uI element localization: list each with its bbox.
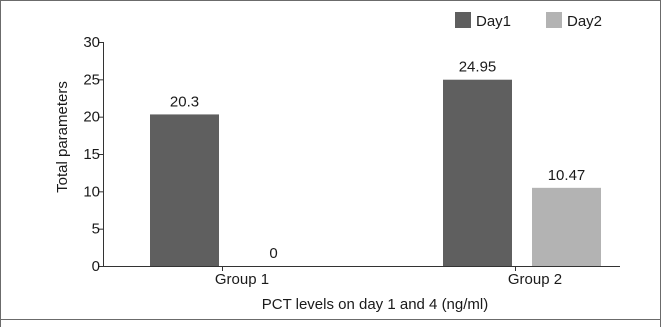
data-label: 24.95 (459, 59, 497, 76)
y-tick-label: 10 (83, 183, 100, 200)
y-tick-label: 15 (83, 146, 100, 163)
legend-swatch (546, 12, 562, 28)
y-tick-label: 25 (83, 71, 100, 88)
x-tick-label: Group 2 (508, 271, 562, 288)
bar (443, 79, 512, 266)
y-tick-label: 20 (83, 109, 100, 126)
axes: 0 5 10 15 20 25 30 Group 1 Group 2 (83, 34, 620, 288)
bar (150, 114, 219, 266)
data-label: 0 (269, 245, 277, 262)
x-axis-title: PCT levels on day 1 and 4 (ng/ml) (262, 296, 489, 313)
y-tick-label: 30 (83, 34, 100, 51)
x-tick-label: Group 1 (215, 271, 269, 288)
bars (150, 79, 601, 266)
value-labels: 20.3 0 24.95 10.47 (170, 59, 585, 262)
data-label: 20.3 (170, 93, 199, 110)
y-axis-title: Total parameters (54, 81, 71, 193)
data-label: 10.47 (548, 167, 586, 184)
y-tick-label: 5 (92, 221, 100, 238)
y-tick-label: 0 (92, 258, 100, 275)
bar (532, 187, 601, 266)
legend-label: Day1 (476, 13, 511, 30)
legend-swatch (455, 12, 471, 28)
legend: Day1 Day2 (455, 12, 602, 30)
legend-label: Day2 (567, 13, 602, 30)
